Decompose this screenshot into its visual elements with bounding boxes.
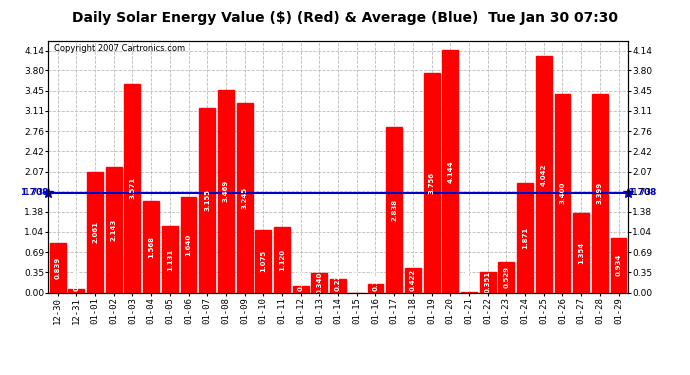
Bar [536,56,552,292]
Text: 3.400: 3.400 [560,182,566,204]
Bar [498,262,514,292]
Bar [386,127,402,292]
Text: 1.871: 1.871 [522,227,528,249]
Bar [237,103,253,292]
Bar [293,286,308,292]
Text: 0.839: 0.839 [55,257,61,279]
Text: 2.061: 2.061 [92,221,98,243]
Text: Copyright 2007 Cartronics.com: Copyright 2007 Cartronics.com [54,44,185,53]
Bar [162,226,178,292]
Bar [611,238,627,292]
Bar [255,230,271,292]
Text: 3.571: 3.571 [130,177,135,199]
Text: 0.106: 0.106 [297,269,304,291]
Text: 4.042: 4.042 [541,163,546,186]
Text: 1.568: 1.568 [148,236,154,258]
Text: 0.422: 0.422 [410,269,416,291]
Bar [592,94,608,292]
Bar [218,90,234,292]
Bar [330,279,346,292]
Text: 2.143: 2.143 [110,219,117,241]
Text: 3.245: 3.245 [241,187,248,209]
Text: 0.340: 0.340 [317,272,322,294]
Bar [181,196,197,292]
Bar [480,272,495,292]
Bar [106,167,121,292]
Bar [368,284,384,292]
Bar [144,201,159,292]
Text: 1.708: 1.708 [19,188,48,197]
Bar [442,50,458,292]
Text: 0.143: 0.143 [373,269,379,291]
Bar [555,94,571,292]
Text: 3.756: 3.756 [428,172,435,194]
Text: 4.144: 4.144 [447,160,453,183]
Bar [424,73,440,292]
Bar [517,183,533,292]
Text: Daily Solar Energy Value ($) (Red) & Average (Blue)  Tue Jan 30 07:30: Daily Solar Energy Value ($) (Red) & Ave… [72,11,618,25]
Text: 0.351: 0.351 [484,271,491,293]
Text: 1.640: 1.640 [186,234,192,256]
Text: 0.934: 0.934 [615,254,622,276]
Bar [124,84,140,292]
Text: 3.469: 3.469 [223,180,229,202]
Bar [405,268,421,292]
Text: 0.000: 0.000 [354,269,359,291]
Text: 3.399: 3.399 [597,182,603,204]
Bar [573,213,589,292]
Text: 3.155: 3.155 [204,189,210,211]
Text: 1.131: 1.131 [167,248,172,271]
Text: 0.068: 0.068 [73,269,79,291]
Bar [50,243,66,292]
Text: 0.226: 0.226 [335,270,341,291]
Text: 0.014: 0.014 [466,269,472,291]
Text: 1.075: 1.075 [260,250,266,272]
Text: 1.120: 1.120 [279,249,285,271]
Bar [199,108,215,292]
Bar [311,273,327,292]
Text: 0.529: 0.529 [504,266,509,288]
Text: 1.708: 1.708 [629,188,657,197]
Bar [87,172,103,292]
Text: 2.838: 2.838 [391,198,397,220]
Bar [274,227,290,292]
Text: 1.354: 1.354 [578,242,584,264]
Bar [68,288,84,292]
